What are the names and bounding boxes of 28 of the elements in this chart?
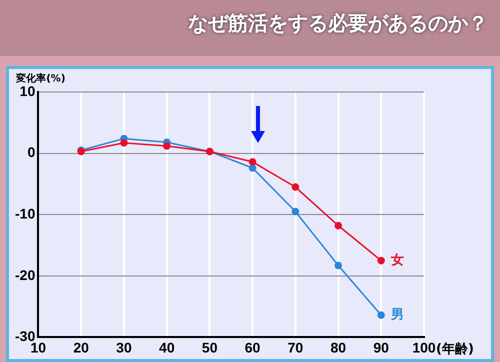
series-label: 男 xyxy=(390,308,404,323)
x-tick-label: 100 xyxy=(412,339,436,356)
point xyxy=(163,142,171,150)
x-tick-label: 40 xyxy=(159,339,175,356)
x-tick-label: 20 xyxy=(73,339,90,356)
point xyxy=(334,262,342,270)
point xyxy=(292,183,300,191)
point xyxy=(334,222,342,230)
x-tick-label: 30 xyxy=(116,339,132,356)
point xyxy=(248,158,256,166)
y-axis-title: 変化率(%) xyxy=(15,72,66,85)
x-tick-label: 80 xyxy=(330,339,346,356)
point xyxy=(248,164,256,172)
point xyxy=(120,139,128,147)
y-tick-label: -20 xyxy=(15,266,36,283)
x-tick-label: 90 xyxy=(373,339,390,356)
series-label: 女 xyxy=(390,252,404,268)
point xyxy=(377,311,385,319)
x-tick-label: 70 xyxy=(288,339,304,356)
x-tick-label: 50 xyxy=(202,339,218,356)
chart-title: なぜ筋活をする必要があるのか？ xyxy=(188,10,488,37)
y-tick-label: 10 xyxy=(20,82,36,99)
y-tick-label: -10 xyxy=(15,205,36,222)
x-axis-title: (年齢) xyxy=(436,342,474,358)
x-tick-label: 60 xyxy=(244,339,261,356)
y-tick-label: 0 xyxy=(27,144,36,160)
point xyxy=(377,256,385,264)
point xyxy=(292,208,300,216)
